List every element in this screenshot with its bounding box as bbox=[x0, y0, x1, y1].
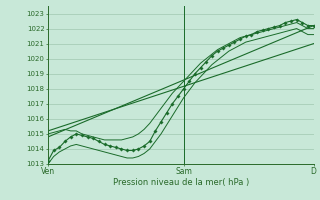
X-axis label: Pression niveau de la mer( hPa ): Pression niveau de la mer( hPa ) bbox=[113, 178, 249, 187]
